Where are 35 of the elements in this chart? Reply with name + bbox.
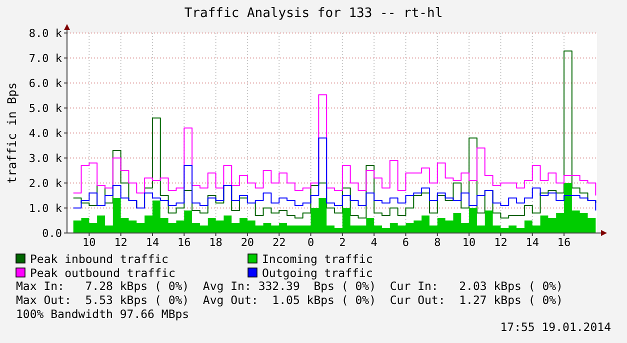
x-tick-label: 16	[178, 236, 191, 249]
y-axis-title: traffic in Bps	[5, 82, 19, 184]
y-tick-label: 2.0 k	[28, 177, 62, 190]
text: Max Out: 5.53 kBps ( 0%) Avg Out: 1.05 kBps ( 0%) Cur Out: 1.27 kBps ( 0%)	[16, 293, 563, 307]
y-tick-label: 8.0 k	[28, 27, 62, 40]
text: 100% Bandwidth 97.66 MBps	[16, 307, 190, 321]
x-tick-label: 18	[209, 236, 222, 249]
y-tick-label: 6.0 k	[28, 77, 62, 90]
text: 17:55 19.01.2014	[500, 320, 612, 334]
x-tick-label: 12	[114, 236, 128, 249]
legend-label: Peak inbound traffic	[30, 252, 168, 266]
legend-label: Outgoing traffic	[262, 266, 373, 280]
x-tick-label: 16	[557, 236, 571, 249]
y-tick-label: 4.0 k	[28, 127, 62, 140]
y-tick-label: 5.0 k	[28, 102, 62, 115]
x-tick-label: 6	[402, 236, 410, 249]
x-tick-label: 4	[370, 236, 378, 249]
text: Max In: 7.28 kBps ( 0%) Avg In: 332.39 Bps ( 0%) Cur In: 2.03 kBps ( 0%)	[16, 279, 563, 293]
y-tick-label: 0.0	[42, 227, 62, 240]
x-tick-label: 0	[307, 236, 314, 249]
y-tick-label: 3.0 k	[28, 152, 62, 165]
x-tick-label: 12	[494, 236, 508, 249]
legend-label: Incoming traffic	[262, 252, 373, 266]
x-tick-label: 22	[272, 236, 286, 249]
x-tick-label: 14	[146, 236, 160, 249]
x-tick-label: 8	[434, 236, 441, 249]
x-tick-label: 20	[240, 236, 254, 249]
y-tick-label: 7.0 k	[28, 52, 62, 65]
chart-title: Traffic Analysis for 133 -- rt-hl	[184, 6, 443, 21]
y-tick-label: 1.0 k	[28, 202, 62, 215]
legend-label: Peak outbound traffic	[30, 266, 176, 280]
x-tick-label: 14	[526, 236, 540, 249]
x-tick-label: 2	[339, 236, 346, 249]
x-tick-label: 10	[462, 236, 476, 249]
x-tick-label: 10	[82, 236, 96, 249]
